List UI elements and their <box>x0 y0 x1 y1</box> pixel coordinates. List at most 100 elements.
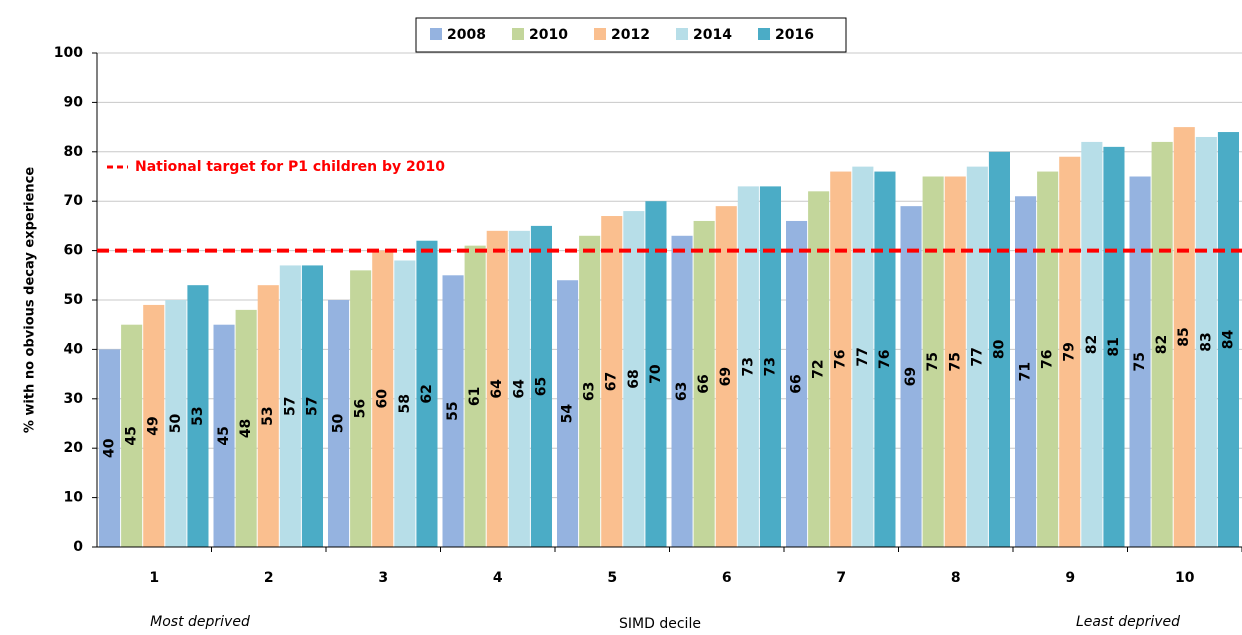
legend-label: 2008 <box>447 27 486 43</box>
bar <box>279 265 301 547</box>
data-label: 82 <box>1084 335 1100 354</box>
data-label: 63 <box>582 382 598 401</box>
data-label: 66 <box>696 374 712 393</box>
data-label: 55 <box>445 401 461 420</box>
data-label: 69 <box>718 367 734 386</box>
data-label: 75 <box>947 352 963 371</box>
data-label: 45 <box>124 426 140 445</box>
y-tick-label: 80 <box>64 144 84 160</box>
bar <box>693 220 715 547</box>
data-label: 82 <box>1154 335 1170 354</box>
y-tick-label: 100 <box>54 45 83 61</box>
bar <box>1081 141 1103 548</box>
legend-swatch <box>594 28 606 40</box>
y-axis-label: % with no obvious decay experience <box>23 167 38 434</box>
data-label: 79 <box>1062 342 1078 361</box>
data-label: 75 <box>925 352 941 371</box>
bar <box>1195 136 1217 548</box>
data-label: 76 <box>877 350 893 369</box>
y-tick-label: 0 <box>73 539 83 555</box>
y-tick-label: 90 <box>64 94 84 110</box>
bar <box>1059 156 1081 548</box>
x-tick-label: 6 <box>722 570 732 586</box>
data-label: 45 <box>216 426 232 445</box>
annotation: Least deprived <box>1076 614 1180 630</box>
legend-swatch <box>512 28 524 40</box>
bar <box>671 235 693 547</box>
x-axis-label: SIMD decile <box>619 616 701 632</box>
legend-swatch <box>676 28 688 40</box>
bar <box>530 225 552 547</box>
bar <box>394 260 416 547</box>
bar <box>1015 196 1037 547</box>
bar <box>301 265 323 547</box>
bar <box>1173 127 1195 547</box>
data-label: 84 <box>1220 330 1236 350</box>
data-label: 50 <box>168 414 184 434</box>
x-tick-label: 9 <box>1065 570 1075 586</box>
y-tick-label: 70 <box>64 193 84 209</box>
data-label: 65 <box>533 377 549 396</box>
data-label: 71 <box>1018 362 1034 381</box>
data-label: 68 <box>626 369 642 388</box>
legend-box <box>415 17 847 53</box>
y-tick-label: 20 <box>64 440 84 456</box>
x-tick-label: 10 <box>1175 570 1195 586</box>
bar <box>1151 141 1173 548</box>
legend-label: 2014 <box>693 27 732 43</box>
x-tick-label: 7 <box>836 570 846 586</box>
bar <box>922 176 944 547</box>
y-tick-label: 50 <box>64 292 84 308</box>
data-label: 76 <box>1040 350 1056 369</box>
bar <box>852 166 874 547</box>
data-label: 48 <box>238 419 254 438</box>
data-label: 64 <box>511 379 527 399</box>
data-label: 54 <box>560 404 576 424</box>
bar <box>464 245 486 547</box>
bar <box>1217 132 1239 548</box>
data-label: 73 <box>740 357 756 376</box>
bar <box>900 206 922 547</box>
data-label: 61 <box>467 387 483 406</box>
target-legend-label: National target for P1 children by 2010 <box>135 159 445 175</box>
data-label: 49 <box>146 416 162 435</box>
bar <box>579 235 601 547</box>
data-label: 80 <box>991 339 1007 359</box>
data-label: 63 <box>674 382 690 401</box>
bar <box>737 186 759 547</box>
bar <box>966 166 988 547</box>
data-label: 57 <box>304 396 320 415</box>
bar <box>557 280 579 547</box>
data-label: 50 <box>331 414 347 434</box>
x-tick-label: 4 <box>493 570 503 586</box>
legend-label: 2010 <box>529 27 568 43</box>
data-label: 81 <box>1106 337 1122 356</box>
bar <box>213 324 235 547</box>
legend-label: 2016 <box>775 27 814 43</box>
legend-label: 2012 <box>611 27 650 43</box>
data-label: 58 <box>397 394 413 413</box>
bar <box>416 240 438 547</box>
data-label: 77 <box>969 347 985 366</box>
bar <box>143 304 165 547</box>
data-label: 76 <box>833 350 849 369</box>
bar <box>623 211 645 547</box>
data-label: 83 <box>1198 332 1214 351</box>
bar <box>486 230 508 547</box>
x-tick-label: 5 <box>607 570 617 586</box>
bar <box>759 186 781 547</box>
legend-swatch <box>430 28 442 40</box>
bar <box>715 206 737 547</box>
x-tick-label: 2 <box>264 570 274 586</box>
y-tick-label: 10 <box>64 490 84 506</box>
data-label: 69 <box>903 367 919 386</box>
bar <box>99 349 121 547</box>
data-label: 62 <box>419 384 435 403</box>
bar <box>165 300 187 547</box>
x-tick-label: 3 <box>378 570 388 586</box>
data-label: 53 <box>190 406 206 425</box>
data-label: 53 <box>260 406 276 425</box>
x-tick-label: 8 <box>951 570 961 586</box>
x-tick-label: 1 <box>149 570 159 586</box>
